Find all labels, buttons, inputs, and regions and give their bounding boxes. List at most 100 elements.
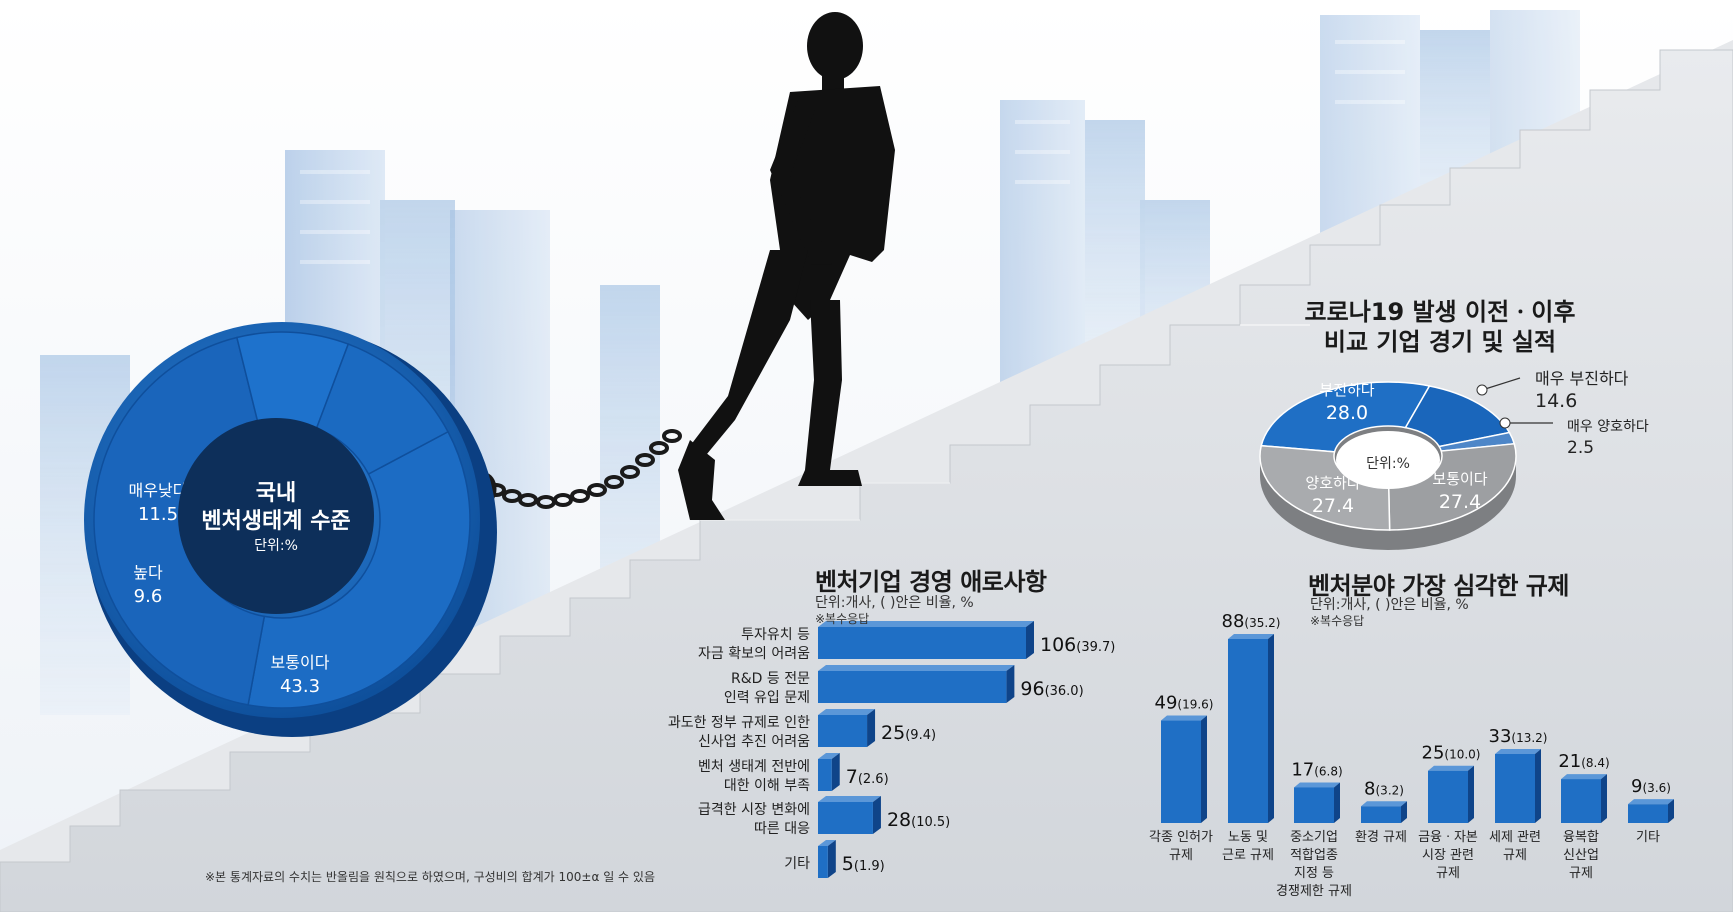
bar-side [872, 796, 881, 834]
category-label: 규제 [1169, 848, 1193, 863]
bar [1628, 804, 1668, 823]
category-label: 금융ㆍ자본 [1418, 830, 1478, 845]
bar-value-label: 25(10.0) [1422, 743, 1481, 764]
bar-value-label: 33(13.2) [1489, 726, 1548, 747]
bar-top [818, 840, 836, 846]
slice-value: 14.6 [1535, 390, 1577, 412]
bar-side [1334, 782, 1340, 823]
category-label: 융복합 [1563, 830, 1599, 845]
category-label: 규제 [1436, 866, 1460, 881]
bar [1561, 779, 1601, 823]
bar-side [1401, 801, 1407, 823]
bar-value-label: 49(19.6) [1155, 693, 1214, 714]
donut-slice-낮다 [247, 430, 471, 709]
slice-value: 43.3 [280, 676, 320, 697]
bar-value-label: 9(3.6) [1631, 776, 1671, 797]
bar-percent-label: (8.4) [1581, 756, 1609, 770]
bar-percent-label: (3.6) [1643, 781, 1671, 795]
callout-dot [1476, 384, 1488, 396]
bar-percent-label: (2.6) [858, 772, 889, 787]
slice-label: 매우 양호하다 [1567, 419, 1649, 435]
bar-top [1161, 715, 1207, 721]
bar-value-label: 25(9.4) [881, 722, 936, 744]
bar [818, 846, 828, 878]
bar [818, 715, 868, 747]
bar-top [818, 796, 881, 802]
bar-value-label: 88(35.2) [1222, 611, 1281, 632]
slice-label: 부진하다 [1319, 381, 1374, 399]
bar-percent-label: (10.0) [1444, 748, 1480, 762]
bar-top [1561, 774, 1607, 780]
bar-value-label: 106(39.7) [1040, 634, 1115, 656]
bar-side [1601, 774, 1607, 823]
category-label: 경쟁제한 규제 [1276, 884, 1352, 899]
slice-label: 보통이다 [271, 653, 330, 672]
category-label: 규제 [1569, 866, 1593, 881]
bar [818, 759, 832, 791]
bar-top [1361, 801, 1407, 807]
bar [818, 802, 873, 834]
bar-percent-label: (10.5) [911, 815, 950, 830]
bar-percent-label: (1.9) [854, 859, 885, 874]
category-label: 지정 등 [1294, 866, 1334, 881]
bar [1294, 787, 1334, 823]
bar [818, 671, 1007, 703]
bar [1428, 770, 1468, 823]
bar-top [1294, 782, 1340, 788]
bar-value-label: 7(2.6) [846, 766, 889, 788]
category-label: 근로 규제 [1222, 848, 1274, 863]
bar [1361, 806, 1401, 823]
covid-title-line2: 비교 기업 경기 및 실적 [1324, 328, 1556, 356]
category-label: 자금 확보의 어려움 [698, 646, 810, 662]
bar [1228, 639, 1268, 823]
category-label: 각종 인허가 [1149, 830, 1213, 845]
bar-side [831, 753, 840, 791]
callout-line [1481, 377, 1521, 391]
bar [818, 627, 1026, 659]
category-label: 과도한 정부 규제로 인한 [668, 715, 810, 731]
bar-percent-label: (13.2) [1511, 731, 1547, 745]
bar-percent-label: (6.8) [1314, 764, 1342, 778]
bar-value-label: 96(36.0) [1020, 678, 1083, 700]
category-label: 급격한 시장 변화에 [698, 802, 810, 818]
bar-percent-label: (9.4) [905, 728, 936, 743]
category-label: 기타 [784, 856, 810, 872]
category-label: 신산업 [1563, 848, 1599, 863]
regulations-chart-note: ※복수응답 [1310, 614, 1365, 628]
bar-percent-label: (35.2) [1244, 616, 1280, 630]
category-label: 대한 이해 부족 [724, 778, 810, 794]
donut-title-line2: 벤처생태계 수준 [201, 509, 350, 534]
category-label: 시장 관련 [1422, 848, 1474, 863]
slice-value: 27.4 [1439, 491, 1481, 513]
category-label: 투자유치 등 [741, 627, 810, 643]
bar-side [1468, 765, 1474, 823]
donut-center [178, 418, 374, 614]
category-label: 신사업 추진 어려움 [698, 734, 810, 750]
category-label: 규제 [1503, 848, 1527, 863]
bar-top [818, 753, 840, 759]
callout-dot [1499, 417, 1511, 429]
staircase-icon [0, 40, 1733, 912]
category-label: 벤처 생태계 전반에 [698, 759, 810, 775]
bar-value-label: 8(3.2) [1364, 778, 1404, 799]
bar-percent-label: (39.7) [1076, 640, 1115, 655]
category-label: 환경 규제 [1355, 830, 1407, 845]
bar-top [818, 621, 1034, 627]
covid-title-line1: 코로나19 발생 이전ㆍ이후 [1305, 298, 1576, 326]
bar-top [818, 665, 1015, 671]
bar [1495, 754, 1535, 823]
bar-value-label: 21(8.4) [1558, 751, 1609, 772]
category-label: R&D 등 전문 [731, 671, 810, 687]
category-label: 세제 관련 [1489, 830, 1541, 845]
category-label: 노동 및 [1228, 830, 1268, 845]
slice-label: 높다 [133, 563, 163, 582]
bar-percent-label: (36.0) [1045, 684, 1084, 699]
bar-side [1201, 715, 1207, 823]
donut-hole [1336, 431, 1440, 489]
bar-side [827, 840, 836, 878]
